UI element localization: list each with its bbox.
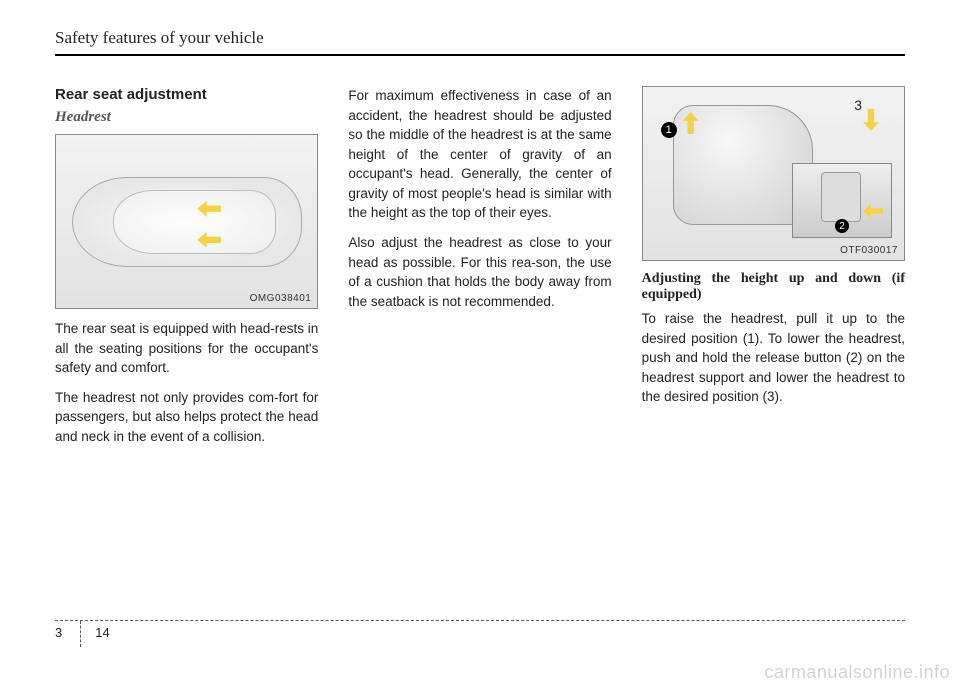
- column-2: For maximum effectiveness in case of an …: [348, 86, 611, 456]
- col3-subheading: Adjusting the height up and down (if equ…: [642, 271, 905, 303]
- paragraph: The headrest not only provides com-fort …: [55, 388, 318, 447]
- figure-inset: 2: [792, 163, 892, 238]
- callout-3-label: 3: [854, 97, 862, 113]
- col1-subheading: Headrest: [55, 109, 318, 126]
- car-outline-icon: [72, 177, 302, 267]
- arrow-icon: [863, 204, 883, 218]
- section-header: Safety features of your vehicle: [55, 28, 905, 54]
- col1-heading: Rear seat adjustment: [55, 86, 318, 103]
- chapter-number: 3: [55, 625, 62, 647]
- footer-divider-icon: [80, 621, 81, 647]
- headrest-post-icon: [821, 172, 861, 222]
- content-columns: Rear seat adjustment Headrest OMG038401 …: [55, 86, 905, 456]
- paragraph: To raise the headrest, pull it up to the…: [642, 309, 905, 407]
- column-1: Rear seat adjustment Headrest OMG038401 …: [55, 86, 318, 456]
- paragraph: For maximum effectiveness in case of an …: [348, 86, 611, 223]
- page-footer: 3 14: [55, 620, 905, 647]
- paragraph: The rear seat is equipped with head-rest…: [55, 319, 318, 378]
- watermark: carmanualsonline.info: [764, 662, 950, 683]
- callout-2: 2: [835, 219, 849, 233]
- arrow-down-icon: [863, 109, 879, 131]
- figure-car-topview: OMG038401: [55, 134, 318, 309]
- figure-code: OTF030017: [840, 245, 898, 256]
- callout-1: 1: [661, 122, 677, 138]
- paragraph: Also adjust the headrest as close to you…: [348, 233, 611, 311]
- header-rule: [55, 54, 905, 56]
- figure-code: OMG038401: [250, 293, 312, 304]
- column-3: 1 3 2 OTF030017 Adjusting the height up …: [642, 86, 905, 456]
- page-number: 14: [95, 625, 109, 647]
- figure-headrest: 1 3 2 OTF030017: [642, 86, 905, 261]
